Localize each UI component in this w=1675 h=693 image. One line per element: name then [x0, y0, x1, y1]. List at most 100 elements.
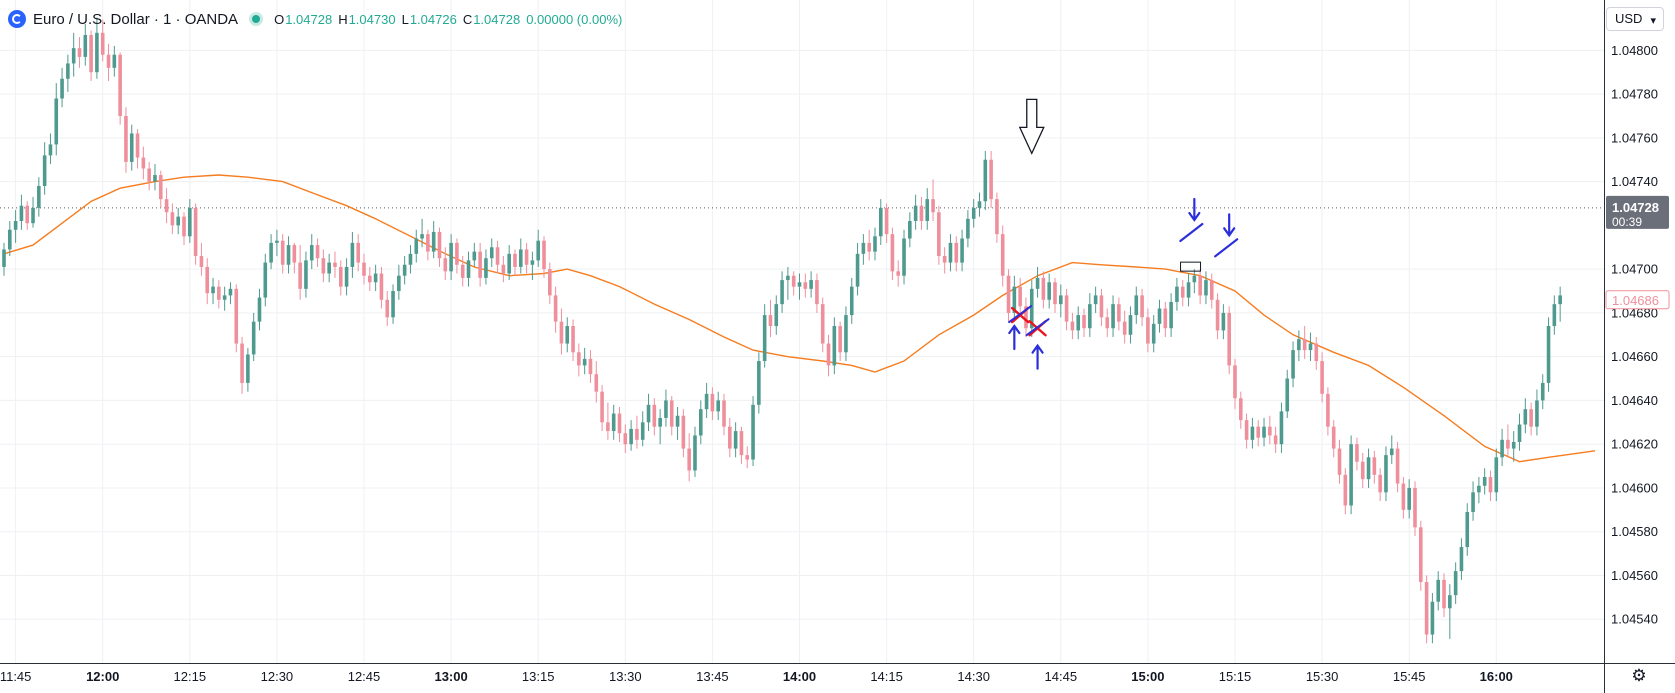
- candle-body: [762, 315, 767, 362]
- candle: [251, 312, 256, 362]
- candle: [652, 398, 657, 436]
- candle: [1384, 446, 1388, 502]
- candle: [594, 361, 599, 403]
- candle-body: [1546, 326, 1551, 383]
- candle-body: [518, 249, 523, 267]
- candle-body: [913, 205, 918, 221]
- candle: [937, 205, 941, 265]
- symbol-title[interactable]: Euro / U.S. Dollar · 1 · OANDA: [33, 10, 239, 28]
- candle-body: [484, 258, 488, 278]
- candle-body: [1517, 424, 1522, 442]
- candle-body: [582, 358, 587, 366]
- candle-body: [1018, 286, 1022, 307]
- candle: [1140, 288, 1144, 327]
- candle: [1146, 308, 1150, 353]
- candle-body: [1204, 280, 1208, 296]
- candle: [722, 393, 726, 436]
- candle: [1424, 575, 1429, 644]
- candle-body: [1500, 439, 1504, 458]
- price-tick-label: 1.04760: [1611, 130, 1658, 145]
- candle-body: [698, 409, 703, 436]
- candle: [1285, 369, 1290, 418]
- candle: [966, 210, 970, 248]
- candle: [217, 280, 221, 309]
- candle-body: [849, 286, 854, 316]
- candle-body: [1413, 487, 1417, 528]
- candle: [582, 347, 587, 375]
- candle: [606, 402, 610, 440]
- candle-body: [1070, 321, 1075, 331]
- candle: [118, 52, 122, 125]
- candle-body: [1279, 411, 1284, 445]
- time-tick-label: 14:15: [870, 669, 903, 684]
- price-tick-label: 1.04660: [1611, 349, 1658, 364]
- candle: [913, 194, 918, 230]
- candle: [188, 199, 192, 243]
- candle-body: [205, 266, 210, 294]
- candle-body: [646, 404, 651, 423]
- up-arrow-head: [1031, 343, 1044, 354]
- price-tick-label: 1.04600: [1611, 480, 1658, 495]
- candle: [1552, 295, 1557, 335]
- candle-body: [954, 242, 959, 263]
- eurusd-logo-icon: [8, 10, 26, 28]
- candle-body: [455, 242, 459, 265]
- price-change: 0.00000 (0.00%): [526, 11, 623, 27]
- candle-body: [942, 256, 947, 263]
- settings-gear-icon[interactable]: ⚙: [1631, 666, 1647, 685]
- candle-body: [1088, 304, 1092, 329]
- x-mark-annotation-icon: [1008, 305, 1033, 324]
- candle: [669, 396, 674, 436]
- candle: [426, 229, 430, 261]
- candle: [838, 321, 842, 362]
- candle: [565, 317, 570, 353]
- drawing-annotations-layer[interactable]: [1008, 98, 1239, 370]
- x-mark-annotation-icon: [1025, 318, 1050, 337]
- candle: [1401, 477, 1406, 519]
- up-arrow-annotation-icon: [1008, 324, 1021, 351]
- candle: [1244, 413, 1249, 449]
- candle: [687, 433, 691, 482]
- candle-body: [937, 212, 941, 257]
- price-tick-label: 1.04540: [1611, 612, 1658, 627]
- candle: [1459, 538, 1464, 580]
- candle-body: [1209, 280, 1214, 300]
- candle-body: [687, 448, 691, 471]
- candle: [1192, 269, 1197, 294]
- candle-body: [1192, 275, 1197, 283]
- candle-body: [466, 260, 471, 278]
- candle: [1204, 271, 1208, 305]
- candle-body: [757, 361, 761, 405]
- candle-body: [704, 393, 709, 410]
- candle: [1018, 277, 1022, 316]
- candle: [1064, 288, 1069, 331]
- candle-body: [338, 266, 343, 287]
- market-status-icon[interactable]: [252, 15, 261, 23]
- candle-body: [884, 207, 889, 235]
- candle-body: [158, 175, 163, 200]
- candle: [1442, 573, 1446, 618]
- candle-body: [791, 275, 796, 287]
- candle-body: [960, 238, 964, 263]
- candle: [710, 387, 715, 421]
- candle: [1349, 435, 1353, 515]
- candle: [942, 247, 947, 274]
- candle: [1006, 269, 1011, 322]
- candle-body: [77, 48, 82, 57]
- candle: [106, 43, 111, 81]
- candle-body: [1117, 304, 1121, 322]
- candle-body: [1006, 275, 1011, 313]
- candle-body: [437, 231, 442, 259]
- down-arrow-annotation-icon: [1214, 213, 1239, 258]
- currency-selector[interactable]: USD ▾: [1606, 7, 1664, 31]
- candle: [298, 245, 302, 300]
- candle-body: [106, 54, 111, 68]
- down-arrow-head: [1223, 227, 1236, 238]
- candle: [431, 221, 436, 259]
- candle: [1546, 317, 1551, 392]
- ohlc-open: O1.04728: [274, 11, 333, 27]
- price-tick-label: 1.04780: [1611, 87, 1658, 102]
- candle: [1134, 286, 1139, 324]
- candle-body: [1047, 282, 1051, 300]
